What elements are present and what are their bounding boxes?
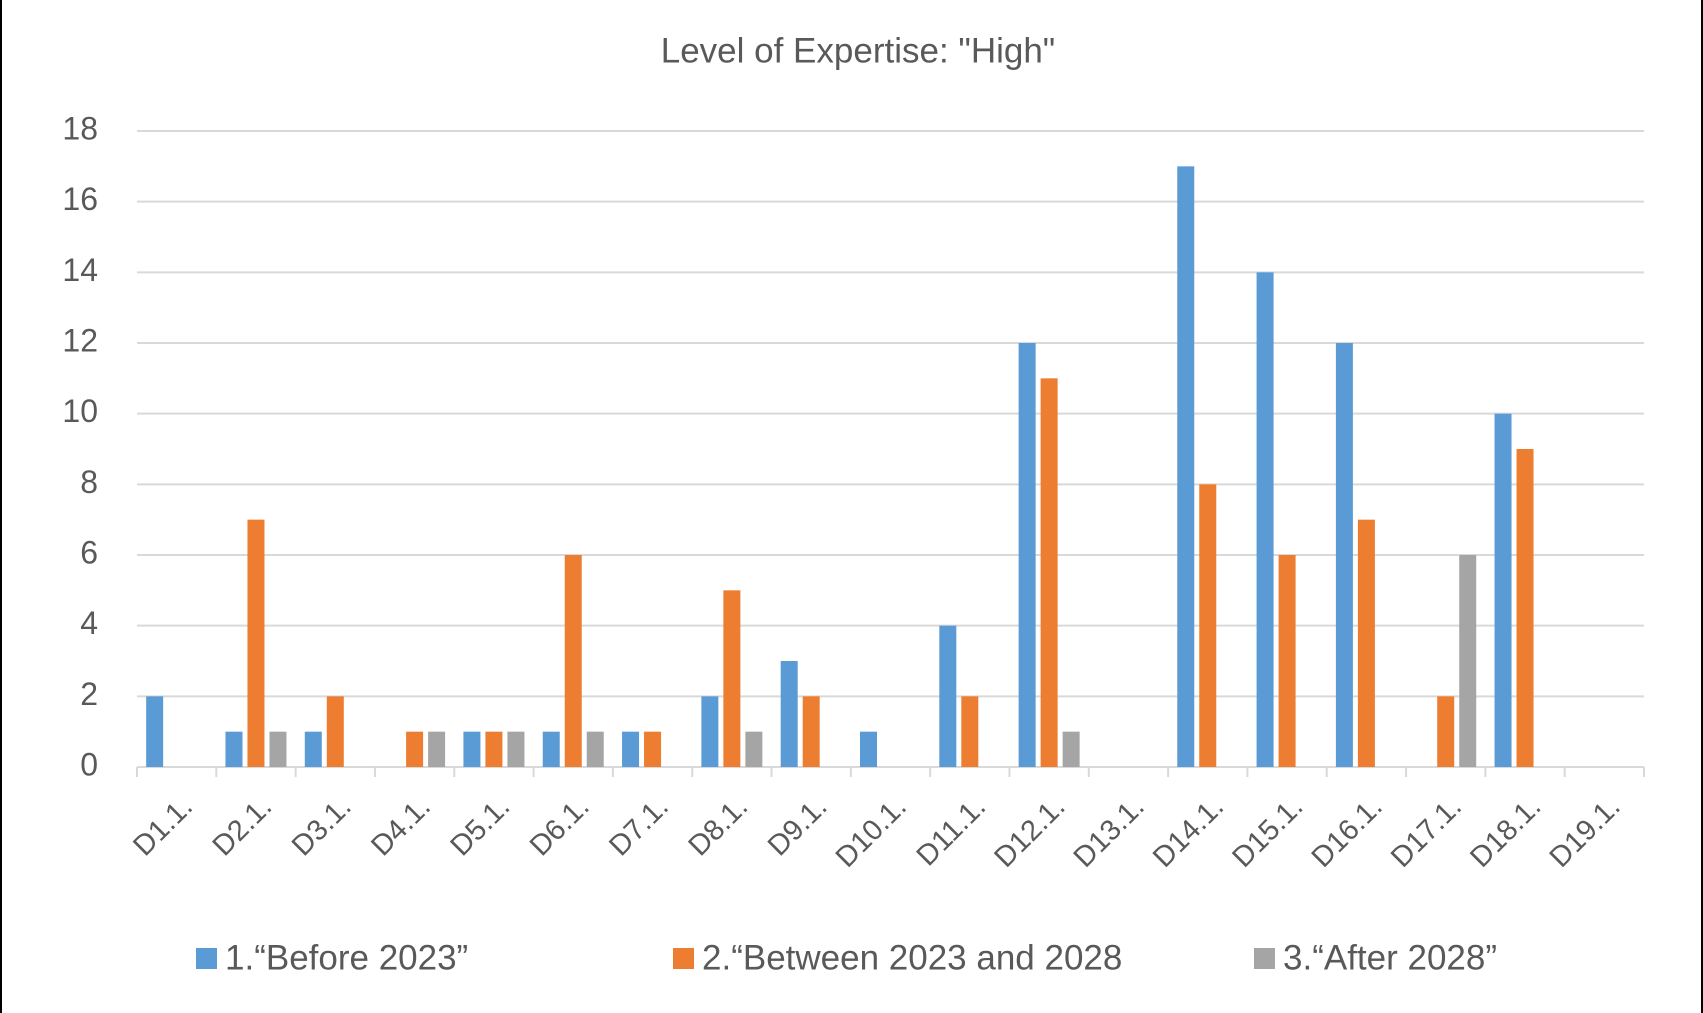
bar: [1018, 343, 1036, 767]
bar: [326, 696, 344, 767]
bar: [428, 731, 446, 767]
legend-label: 2.“Between 2023 and 2028: [702, 938, 1122, 977]
x-tick-label: D4.1.: [365, 791, 437, 863]
x-tick-label: D14.1.: [1147, 791, 1230, 874]
legend-swatch: [1254, 948, 1275, 969]
x-tick-label: D1.1.: [127, 791, 199, 863]
y-tick-label: 12: [62, 322, 98, 358]
legend-label: 3.“After 2028”: [1283, 938, 1497, 977]
x-tick-label: D16.1.: [1306, 791, 1389, 874]
x-tick-label: D11.1.: [911, 791, 993, 873]
x-tick-label: D8.1.: [683, 791, 755, 863]
bar: [1516, 449, 1534, 767]
x-tick-label: D18.1.: [1464, 791, 1547, 874]
bar: [802, 696, 820, 767]
x-tick-label: D7.1.: [603, 791, 675, 863]
y-tick-label: 18: [62, 110, 98, 146]
y-tick-label: 4: [80, 605, 98, 641]
x-tick-label: D9.1.: [762, 791, 834, 863]
bar: [507, 731, 525, 767]
x-tick-label: D3.1.: [286, 791, 358, 863]
bar: [586, 731, 604, 767]
x-tick-label: D12.1.: [988, 791, 1071, 874]
bar: [1437, 696, 1455, 767]
bar: [701, 696, 719, 767]
bar: [146, 696, 164, 767]
bar: [780, 661, 798, 767]
bar: [1256, 272, 1274, 767]
bar: [1278, 555, 1296, 767]
bar: [269, 731, 287, 767]
bar: [463, 731, 481, 767]
y-tick-label: 16: [62, 181, 98, 217]
y-tick-label: 8: [80, 464, 98, 500]
bar: [1199, 484, 1217, 767]
x-tick-label: D2.1.: [207, 791, 279, 863]
bar: [247, 519, 265, 767]
bar: [1062, 731, 1080, 767]
legend-swatch: [673, 948, 694, 969]
bar: [745, 731, 763, 767]
bar: [644, 731, 662, 767]
bar: [1335, 343, 1353, 767]
chart-title: Level of Expertise: "High": [661, 31, 1056, 70]
x-tick-label: D17.1.: [1385, 791, 1468, 874]
bar: [961, 696, 979, 767]
x-tick-label: D6.1.: [524, 791, 596, 863]
bar: [1357, 519, 1375, 767]
bar: [564, 555, 582, 767]
y-tick-label: 14: [62, 252, 98, 288]
bar: [485, 731, 503, 767]
bar: [622, 731, 640, 767]
x-tick-label: D19.1.: [1544, 791, 1627, 874]
bar: [860, 731, 877, 767]
bar: [1040, 378, 1058, 767]
x-tick-label: D10.1.: [830, 791, 913, 874]
bar: [1494, 413, 1512, 767]
bar: [304, 731, 322, 767]
y-tick-label: 0: [80, 746, 98, 782]
x-tick-label: D5.1.: [445, 791, 517, 863]
bar: [1459, 555, 1477, 767]
bar: [406, 731, 424, 767]
legend-label: 1.“Before 2023”: [225, 938, 468, 977]
bar: [939, 625, 957, 767]
bar: [225, 731, 243, 767]
bar: [723, 590, 741, 767]
y-tick-label: 2: [80, 676, 98, 712]
bar: [1177, 166, 1195, 768]
y-tick-label: 6: [80, 534, 98, 570]
y-tick-label: 10: [62, 393, 98, 429]
x-tick-label: D13.1.: [1068, 791, 1151, 874]
legend-swatch: [196, 948, 217, 969]
x-tick-label: D15.1.: [1226, 791, 1309, 874]
bar: [542, 731, 560, 767]
